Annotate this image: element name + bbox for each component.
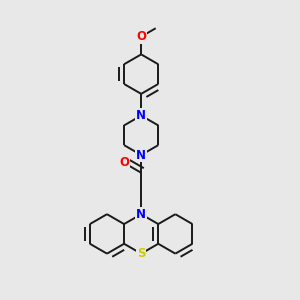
Text: N: N [136,148,146,161]
Text: N: N [136,109,146,122]
Text: O: O [119,156,129,170]
Text: O: O [136,30,146,43]
Text: N: N [136,208,146,221]
Text: S: S [137,247,146,260]
